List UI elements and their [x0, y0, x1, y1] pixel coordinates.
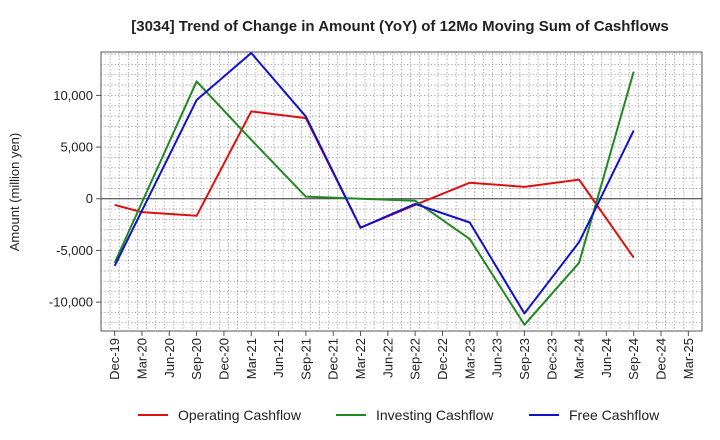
x-tick-label: Mar-24 — [572, 338, 587, 379]
y-tick-label: -5,000 — [56, 243, 93, 258]
x-tick-label: Sep-21 — [298, 338, 313, 380]
series-line-investing-cashflow — [113, 71, 635, 326]
legend-label: Operating Cashflow — [178, 407, 302, 423]
x-tick-label: Jun-23 — [490, 338, 505, 378]
x-axis-ticks: Dec-19 Mar-20 Jun-20 Sep-20 Dec-20 Mar-21 Jun-… — [107, 331, 696, 380]
x-tick-label: Mar-20 — [134, 338, 149, 379]
x-tick-label: Mar-23 — [462, 338, 477, 379]
y-axis-label: Amount (million yen) — [7, 133, 22, 252]
chart-title: [3034] Trend of Change in Amount (YoY) o… — [131, 18, 669, 35]
x-tick-label: Jun-22 — [380, 338, 395, 378]
x-tick-label: Dec-19 — [107, 338, 122, 380]
x-tick-label: Jun-20 — [162, 338, 177, 378]
x-tick-label: Sep-22 — [408, 338, 423, 380]
x-tick-label: Dec-20 — [216, 338, 231, 380]
x-tick-label: Dec-24 — [654, 338, 669, 380]
legend-label: Free Cashflow — [569, 407, 660, 423]
x-tick-label: Sep-23 — [517, 338, 532, 380]
x-tick-label: Mar-25 — [681, 338, 696, 379]
y-tick-label: 5,000 — [60, 140, 93, 155]
x-tick-label: Dec-23 — [544, 338, 559, 380]
x-tick-label: Dec-21 — [326, 338, 341, 380]
series-line-free-cashflow — [113, 52, 635, 315]
x-tick-label: Sep-20 — [189, 338, 204, 380]
x-tick-label: Jun-24 — [599, 338, 614, 378]
y-axis-ticks: -10,000 -5,000 0 5,000 10,000 — [49, 88, 101, 310]
x-tick-label: Jun-21 — [271, 338, 286, 378]
series-lines — [113, 52, 635, 326]
x-tick-label: Dec-22 — [435, 338, 450, 380]
legend: Operating Cashflow Investing Cashflow Free… — [138, 407, 660, 423]
legend-label: Investing Cashflow — [376, 407, 494, 423]
x-tick-label: Mar-21 — [244, 338, 259, 379]
x-tick-label: Mar-22 — [353, 338, 368, 379]
y-tick-label: 0 — [86, 191, 93, 206]
grid — [101, 52, 702, 331]
y-tick-label: 10,000 — [53, 88, 93, 103]
x-tick-label: Sep-24 — [626, 338, 641, 380]
y-tick-label: -10,000 — [49, 295, 93, 310]
